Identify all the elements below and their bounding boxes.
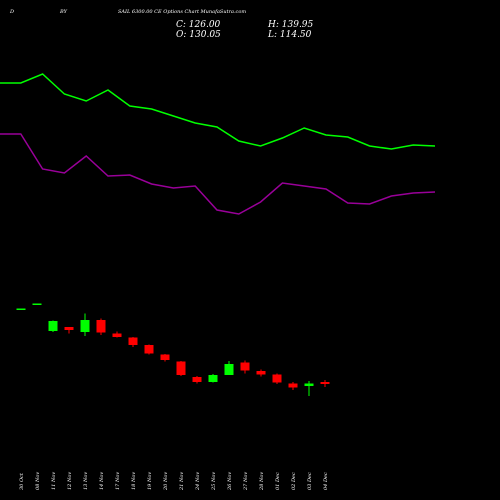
close-label: C: 126.00 (176, 20, 221, 30)
candle-14 (240, 360, 250, 374)
candle-3 (64, 327, 74, 334)
x-tick-label: 30 Oct (19, 472, 25, 490)
candle-body-14 (240, 362, 250, 371)
x-tick-label: 12 Nov (67, 472, 73, 490)
x-axis-ticks: 30 Oct 08 Nov 11 Nov 12 Nov 13 Nov 14 Nov 17 N… (19, 472, 329, 491)
candle-11 (192, 376, 202, 384)
x-tick-label: 13 Nov (83, 472, 89, 490)
candle-2 (48, 320, 58, 332)
x-tick-label: 27 Nov (243, 472, 249, 491)
candle-body-19 (320, 382, 330, 384)
candle-body-13 (224, 364, 234, 375)
x-tick-label: 08 Nov (35, 472, 41, 490)
x-tick-label: 19 Nov (147, 472, 153, 490)
candle-body-3 (64, 327, 74, 330)
candle-body-17 (288, 383, 298, 388)
low-value: 114.50 (280, 30, 312, 40)
candle-15 (256, 369, 266, 377)
high-label: H: 139.95 (267, 20, 314, 30)
header-middle: BY (59, 9, 68, 15)
x-tick-label: 04 Dec (323, 472, 329, 490)
candle-17 (288, 382, 298, 390)
candle-body-11 (192, 377, 202, 382)
x-tick-label: 11 Nov (51, 472, 57, 490)
open-label: O: 130.05 (176, 30, 221, 40)
x-tick-label: 18 Nov (131, 472, 137, 490)
candle-body-12 (208, 375, 218, 382)
low-label: L: 114.50 (267, 30, 312, 40)
lower-band-line (0, 133, 436, 215)
x-tick-label: 25 Nov (211, 472, 217, 491)
candle-body-2 (48, 321, 58, 331)
candle-12 (208, 374, 218, 383)
x-tick-label: 03 Dec (307, 472, 313, 490)
candle-1 (32, 303, 42, 305)
candles-group (16, 303, 330, 396)
x-tick-label: 20 Nov (163, 472, 169, 491)
candle-body-5 (96, 320, 106, 333)
open-value: 130.05 (189, 30, 221, 40)
candle-0 (16, 308, 26, 310)
candle-7 (128, 337, 138, 347)
candle-body-1 (32, 303, 42, 305)
candle-body-9 (160, 354, 170, 360)
candle-19 (320, 380, 330, 387)
candle-13 (224, 361, 234, 375)
close-value: 126.00 (189, 20, 221, 30)
candle-body-10 (176, 361, 186, 375)
x-tick-label: 26 Nov (227, 472, 233, 491)
candle-10 (176, 361, 186, 376)
candle-5 (96, 318, 106, 335)
x-tick-label: 01 Dec (275, 472, 281, 490)
candle-18 (304, 381, 314, 396)
x-tick-label: 17 Nov (115, 472, 121, 490)
candle-body-0 (16, 308, 26, 310)
high-value: 139.95 (282, 20, 314, 30)
candle-4 (80, 313, 90, 336)
chart-title: SAIL 6300.00 CE Options Chart MunafaSutr… (118, 9, 246, 15)
candle-6 (112, 331, 122, 338)
candle-body-18 (304, 383, 314, 386)
candle-body-4 (80, 320, 90, 332)
x-tick-label: 14 Nov (99, 472, 105, 490)
candle-body-15 (256, 371, 266, 375)
candle-body-6 (112, 333, 122, 337)
candle-9 (160, 354, 170, 362)
x-tick-label: 24 Nov (195, 472, 201, 491)
candle-body-16 (272, 374, 282, 383)
upper-band-line (0, 73, 436, 150)
x-tick-label: 21 Nov (179, 472, 185, 491)
header-left: D (9, 9, 14, 15)
x-tick-label: 28 Nov (259, 472, 265, 491)
candle-16 (272, 373, 282, 384)
candle-body-7 (128, 337, 138, 345)
candle-8 (144, 344, 154, 355)
candle-body-8 (144, 345, 154, 354)
x-tick-label: 02 Dec (291, 472, 297, 490)
